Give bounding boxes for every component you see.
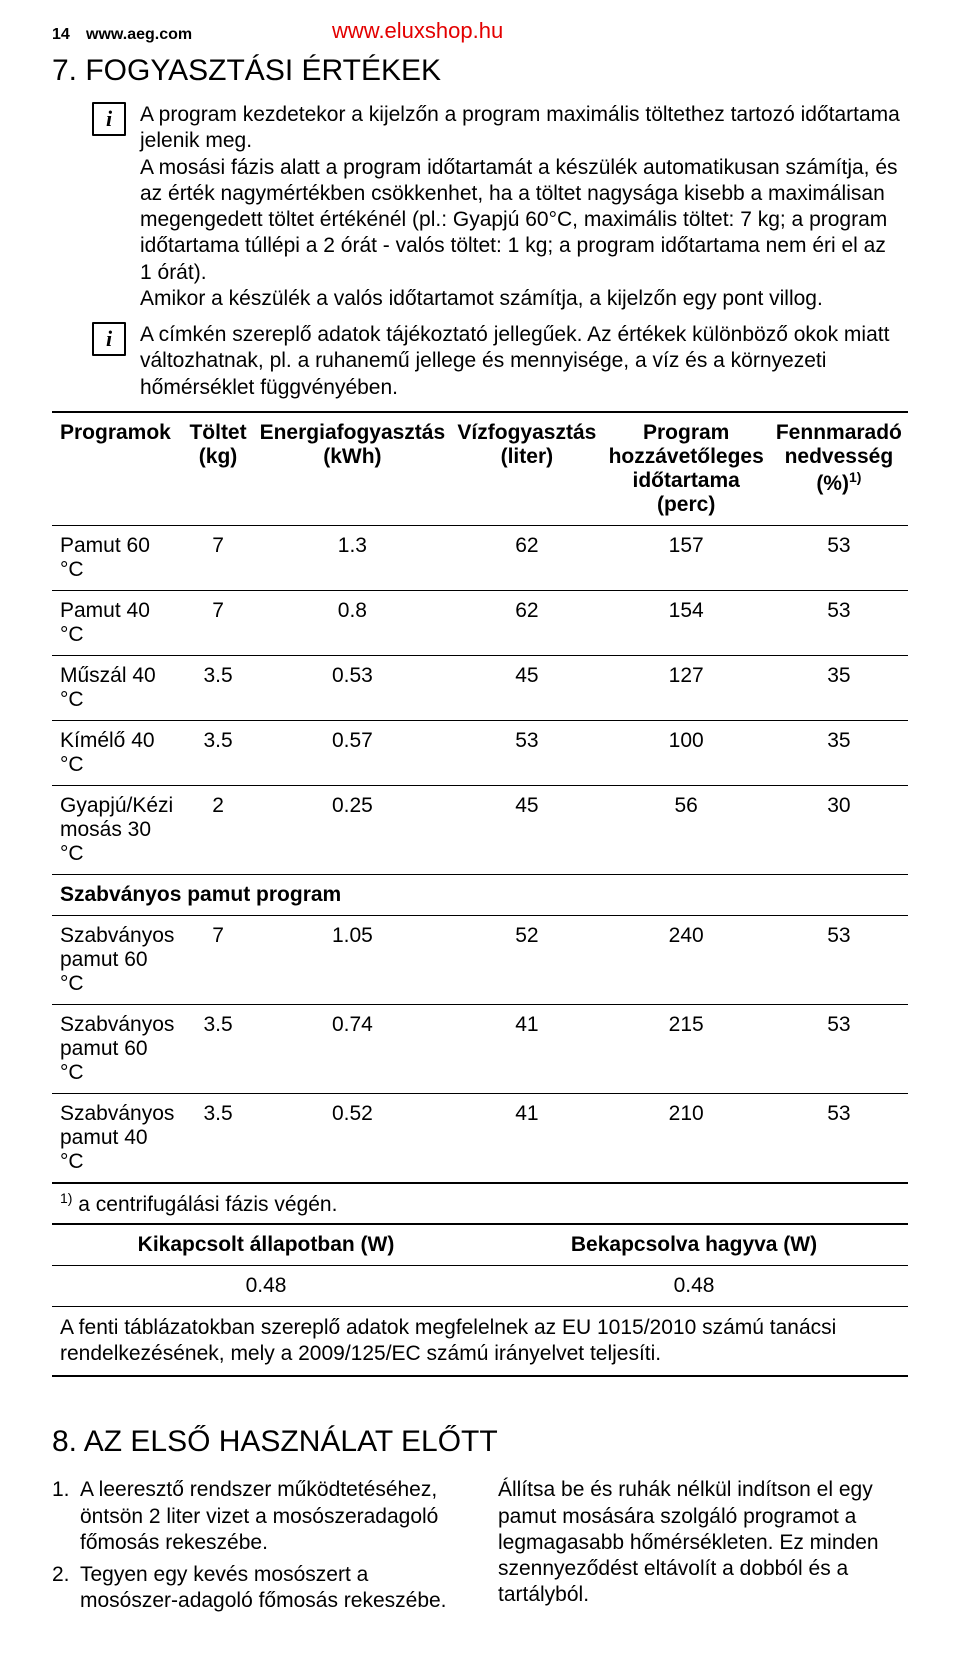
table-cell: 0.53 [254,655,452,720]
table-cell: 52 [451,915,602,1004]
section-7-heading: 7. FOGYASZTÁSI ÉRTÉKEK [52,54,908,88]
table-cell: 154 [603,590,770,655]
col-off: Kikapcsolt állapotban (W) [52,1224,480,1265]
table-cell: 7 [182,590,253,655]
table-cell: 100 [603,720,770,785]
table-cell: 2 [182,785,253,874]
val-off: 0.48 [52,1265,480,1306]
section-8-left: 1.A leeresztő rendszer működtetéséhez, ö… [52,1477,462,1620]
table-cell: 53 [451,720,602,785]
table-cell: 35 [770,720,908,785]
table-cell: 53 [770,590,908,655]
program-name: Pamut 40 °C [52,590,182,655]
info-icon: i [92,102,126,136]
table-footnote: 1) a centrifugálási fázis végén. [52,1183,908,1224]
table-cell: 0.8 [254,590,452,655]
power-table: Kikapcsolt állapotban (W) Bekapcsolva ha… [52,1224,908,1378]
col-nedvesseg: Fennmaradó nedvesség (%)1) [770,412,908,526]
program-name: Szabványos pamut 60 °C [52,1004,182,1093]
col-ido: Program hozzávetőleges időtartama (perc) [603,412,770,526]
table-cell: 62 [451,590,602,655]
table-cell: 7 [182,525,253,590]
shop-url: www.eluxshop.hu [332,18,503,44]
col-toltet: Töltet (kg) [182,412,253,526]
table-cell: 56 [603,785,770,874]
table-cell: 3.5 [182,1093,253,1182]
info-text-2: A címkén szereplő adatok tájékoztató jel… [140,322,908,401]
table-cell: 240 [603,915,770,1004]
consumption-table: Programok Töltet (kg) Energiafogyasztás … [52,411,908,1183]
subheading-row: Szabványos pamut program [52,874,908,915]
section-8-right: Állítsa be és ruhák nélkül indítson el e… [498,1477,908,1620]
program-name: Műszál 40 °C [52,655,182,720]
page-number: 14 [52,26,70,44]
list-number: 1. [52,1477,80,1556]
info-icon: i [92,322,126,356]
program-name: Pamut 60 °C [52,525,182,590]
table-cell: 35 [770,655,908,720]
program-name: Gyapjú/Kézi mosás 30 °C [52,785,182,874]
table-cell: 53 [770,915,908,1004]
table-cell: 3.5 [182,720,253,785]
table-cell: 41 [451,1004,602,1093]
table-cell: 45 [451,655,602,720]
program-name: Szabványos pamut 60 °C [52,915,182,1004]
table-cell: 53 [770,1093,908,1182]
list-text: A leeresztő rendszer működtetéséhez, önt… [80,1477,462,1556]
aeg-url: www.aeg.com [86,26,192,44]
table-cell: 41 [451,1093,602,1182]
program-name: Kímélő 40 °C [52,720,182,785]
table-cell: 3.5 [182,1004,253,1093]
info-text-1: A program kezdetekor a kijelzőn a progra… [140,102,908,312]
table-cell: 30 [770,785,908,874]
col-viz: Vízfogyasztás (liter) [451,412,602,526]
table-cell: 0.25 [254,785,452,874]
table-cell: 0.74 [254,1004,452,1093]
table-cell: 62 [451,525,602,590]
col-on: Bekapcsolva hagyva (W) [480,1224,908,1265]
table-cell: 53 [770,1004,908,1093]
table-cell: 1.3 [254,525,452,590]
section-8-heading: 8. AZ ELSŐ HASZNÁLAT ELŐTT [52,1425,908,1459]
val-on: 0.48 [480,1265,908,1306]
list-text: Tegyen egy kevés mosószert a mosószer-ad… [80,1562,462,1615]
table-cell: 0.57 [254,720,452,785]
table-cell: 3.5 [182,655,253,720]
table-cell: 210 [603,1093,770,1182]
table-cell: 215 [603,1004,770,1093]
table-cell: 127 [603,655,770,720]
table-cell: 53 [770,525,908,590]
table-cell: 7 [182,915,253,1004]
table-cell: 1.05 [254,915,452,1004]
eu-note: A fenti táblázatokban szereplő adatok me… [52,1306,908,1376]
col-energia: Energiafogyasztás (kWh) [254,412,452,526]
list-number: 2. [52,1562,80,1615]
table-cell: 45 [451,785,602,874]
program-name: Szabványos pamut 40 °C [52,1093,182,1182]
col-programok: Programok [52,412,182,526]
table-cell: 157 [603,525,770,590]
table-cell: 0.52 [254,1093,452,1182]
